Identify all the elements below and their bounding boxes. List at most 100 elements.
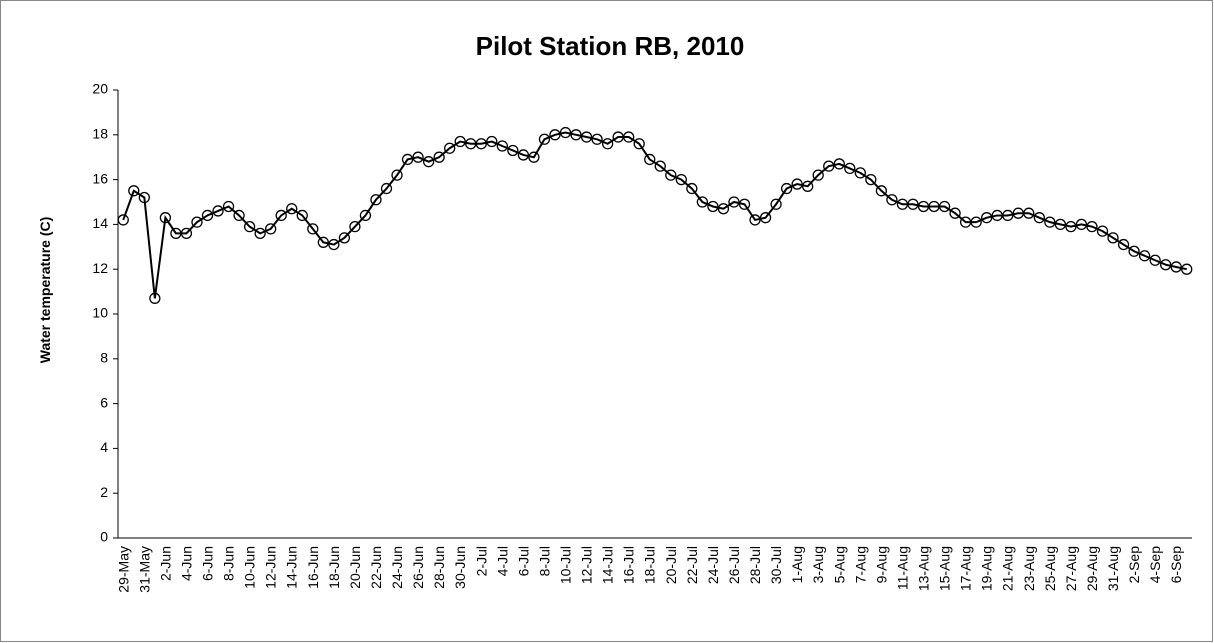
marker [496,140,508,152]
marker [412,151,424,163]
marker [159,212,172,224]
marker [149,292,161,304]
x-tick-label: 17-Aug [958,546,974,591]
marker [1086,220,1098,233]
marker [601,138,614,150]
x-tick-label: 6-Sep [1168,546,1184,584]
marker [538,133,551,145]
x-tick-label: 5-Aug [831,546,847,583]
marker [422,156,435,168]
y-tick-label: 0 [100,529,108,545]
marker [117,214,129,226]
marker [433,151,445,163]
marker [633,138,645,150]
marker [865,173,877,186]
x-tick-label: 18-Jul [642,546,658,584]
x-tick-label: 29-May [115,546,131,593]
y-tick-label: 18 [92,126,108,142]
marker [970,216,982,228]
marker [717,203,730,215]
marker [296,209,308,222]
marker [749,214,761,226]
x-tick-label: 11-Aug [894,546,910,590]
marker [444,142,456,154]
x-tick-label: 29-Aug [1084,546,1100,591]
x-tick-label: 1-Aug [789,546,805,583]
marker [580,131,593,143]
x-tick-label: 12-Jul [579,546,595,584]
marker [128,185,140,197]
y-tick-label: 6 [100,394,108,410]
x-tick-label: 20-Jun [347,546,363,589]
marker [528,151,540,163]
x-tick-label: 28-Jul [747,546,763,584]
marker [338,232,351,244]
x-tick-label: 28-Jun [431,546,447,589]
marker [370,194,382,206]
marker [1107,232,1119,244]
marker [138,191,150,204]
marker [1002,209,1014,222]
marker [780,182,793,195]
marker [854,167,866,179]
y-tick-label: 4 [100,439,108,455]
marker [759,212,772,224]
marker [391,169,403,181]
marker [686,182,698,195]
marker [191,216,203,228]
marker [254,227,266,240]
y-tick-label: 10 [92,305,108,321]
x-tick-label: 6-Jun [200,546,216,581]
x-tick-label: 14-Jul [600,546,616,584]
marker [570,129,582,141]
x-tick-label: 18-Jun [326,546,342,589]
marker [823,160,835,172]
marker [559,126,572,139]
x-tick-label: 12-Jun [263,546,279,589]
marker [791,178,803,190]
x-tick-label: 31-May [136,546,152,593]
marker [1149,254,1161,266]
x-tick-label: 22-Jul [684,546,700,584]
marker [475,138,487,150]
x-tick-label: 27-Aug [1063,546,1079,591]
marker [275,209,287,222]
marker [1065,220,1077,233]
x-tick-label: 19-Aug [979,546,995,591]
x-tick-label: 21-Aug [1000,546,1016,591]
marker [454,135,466,148]
marker [938,200,951,213]
x-tick-label: 30-Jul [768,546,784,584]
x-tick-label: 30-Jun [452,546,468,589]
x-tick-label: 9-Aug [873,546,889,583]
y-axis-title: Water temperature (C) [37,217,53,364]
marker [738,198,751,210]
y-tick-label: 12 [92,260,108,276]
x-tick-label: 22-Jun [368,546,384,589]
x-tick-label: 26-Jun [410,546,426,589]
marker [665,169,677,181]
marker [1117,238,1130,251]
marker [675,173,687,186]
x-tick-label: 2-Jul [473,546,489,576]
x-tick-label: 20-Jul [663,546,679,584]
marker [696,196,709,208]
marker [591,133,603,145]
marker [1128,245,1140,257]
marker [728,196,740,208]
y-tick-label: 8 [100,350,108,366]
marker [317,236,329,248]
marker [644,153,656,166]
marker [886,194,898,206]
x-tick-label: 13-Aug [916,546,932,591]
marker [1160,259,1172,271]
x-tick-label: 8-Jun [221,546,237,581]
marker [507,144,519,157]
x-tick-label: 3-Aug [810,546,826,583]
x-tick-label: 26-Jul [726,546,742,584]
marker [359,209,372,222]
marker [212,205,224,217]
marker [1023,207,1035,219]
x-tick-label: 2-Sep [1126,546,1142,584]
marker [233,209,245,222]
